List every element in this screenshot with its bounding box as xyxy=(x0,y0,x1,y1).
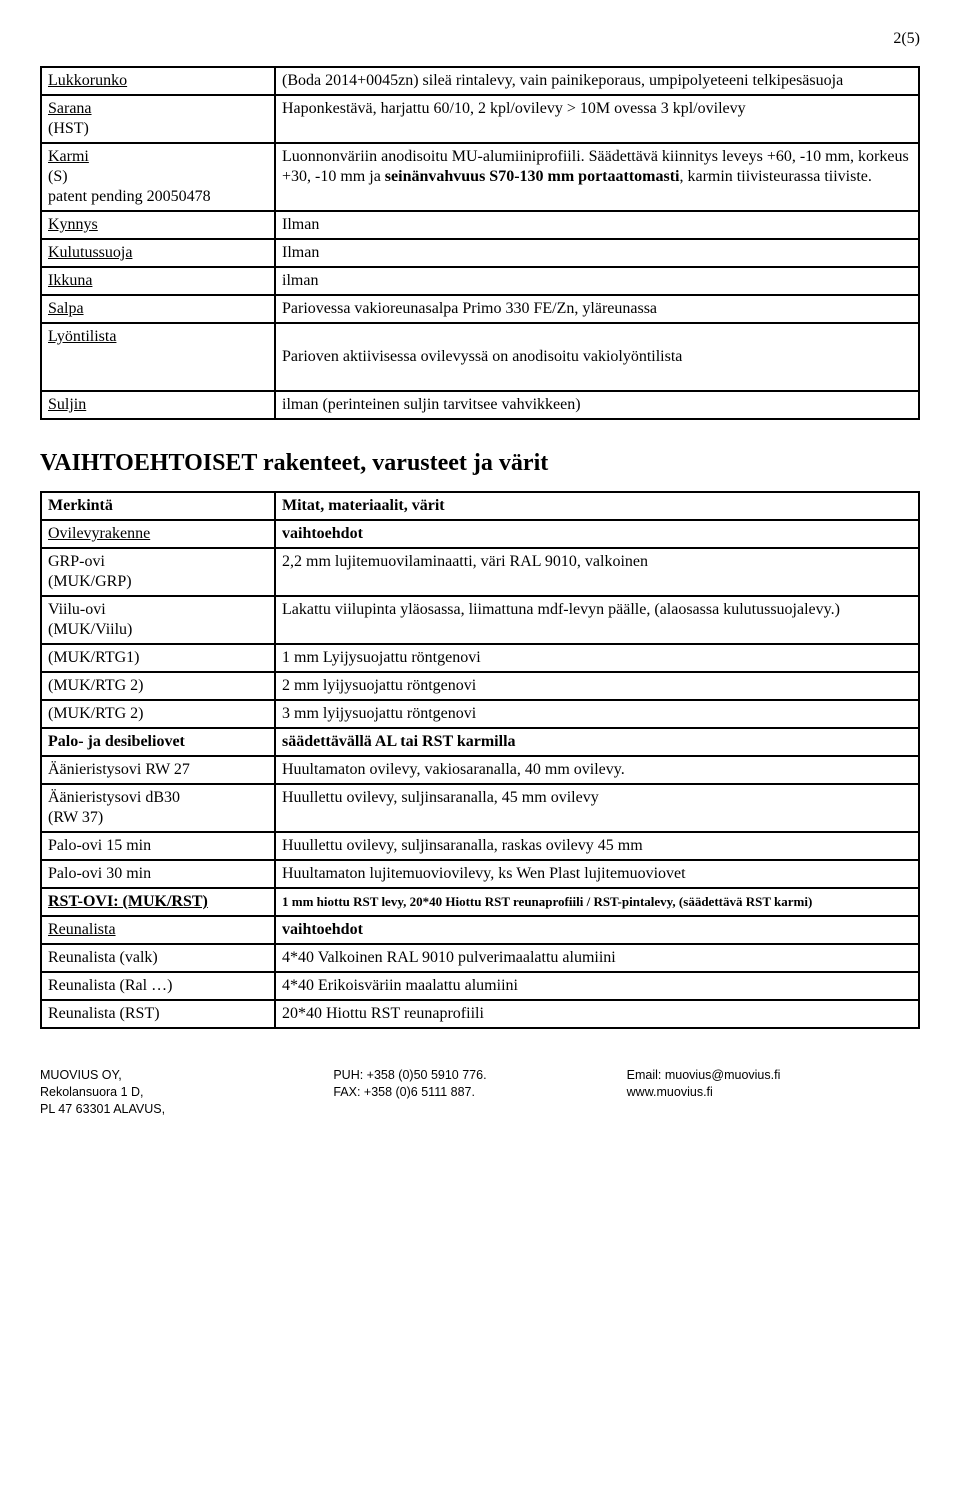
row-value: Lakattu viilupinta yläosassa, liimattuna… xyxy=(275,596,919,644)
row-label: GRP-ovi(MUK/GRP) xyxy=(41,548,275,596)
row-value: Haponkestävä, harjattu 60/10, 2 kpl/ovil… xyxy=(275,95,919,143)
row-value: Ilman xyxy=(275,239,919,267)
row-value: 4*40 Erikoisväriin maalattu alumiini xyxy=(275,972,919,1000)
row-value: Luonnonväriin anodisoitu MU-alumiiniprof… xyxy=(275,143,919,211)
table-row: (MUK/RTG1)1 mm Lyijysuojattu röntgenovi xyxy=(41,644,919,672)
row-value: Huultamaton lujitemuoviovilevy, ks Wen P… xyxy=(275,860,919,888)
table-row: Reunalista (RST)20*40 Hiottu RST reunapr… xyxy=(41,1000,919,1028)
footer-col-web: Email: muovius@muovius.fiwww.muovius.fi xyxy=(627,1067,920,1118)
row-label: Palo-ovi 30 min xyxy=(41,860,275,888)
row-value: Pariovessa vakioreunasalpa Primo 330 FE/… xyxy=(275,295,919,323)
table-row: Suljinilman (perinteinen suljin tarvitse… xyxy=(41,391,919,419)
row-label: Palo- ja desibeliovet xyxy=(41,728,275,756)
row-label: Karmi(S)patent pending 20050478 xyxy=(41,143,275,211)
row-value: 3 mm lyijysuojattu röntgenovi xyxy=(275,700,919,728)
table-row: MerkintäMitat, materiaalit, värit xyxy=(41,492,919,520)
page-number: 2(5) xyxy=(40,30,920,48)
row-label: Äänieristysovi RW 27 xyxy=(41,756,275,784)
row-value: 2 mm lyijysuojattu röntgenovi xyxy=(275,672,919,700)
row-label: Kulutussuoja xyxy=(41,239,275,267)
table-row: Palo-ovi 15 minHuullettu ovilevy, suljin… xyxy=(41,832,919,860)
table-row: Palo-ovi 30 minHuultamaton lujitemuoviov… xyxy=(41,860,919,888)
row-label: Reunalista (Ral …) xyxy=(41,972,275,1000)
row-value: (Boda 2014+0045zn) sileä rintalevy, vain… xyxy=(275,67,919,95)
row-label: Lyöntilista xyxy=(41,323,275,391)
table-row: Palo- ja desibeliovetsäädettävällä AL ta… xyxy=(41,728,919,756)
row-value: Parioven aktiivisessa ovilevyssä on anod… xyxy=(275,323,919,391)
row-label: (MUK/RTG 2) xyxy=(41,700,275,728)
table-row: Sarana(HST)Haponkestävä, harjattu 60/10,… xyxy=(41,95,919,143)
page-footer: MUOVIUS OY,Rekolansuora 1 D,PL 47 63301 … xyxy=(40,1067,920,1118)
footer-col-company: MUOVIUS OY,Rekolansuora 1 D,PL 47 63301 … xyxy=(40,1067,333,1118)
table-row: SalpaPariovessa vakioreunasalpa Primo 33… xyxy=(41,295,919,323)
row-value: 1 mm Lyijysuojattu röntgenovi xyxy=(275,644,919,672)
table-row: Reunalistavaihtoehdot xyxy=(41,916,919,944)
row-label: Suljin xyxy=(41,391,275,419)
row-label: Lukkorunko xyxy=(41,67,275,95)
row-value: ilman xyxy=(275,267,919,295)
table-row: (MUK/RTG 2)2 mm lyijysuojattu röntgenovi xyxy=(41,672,919,700)
section-heading: VAIHTOEHTOISET rakenteet, varusteet ja v… xyxy=(40,450,920,477)
row-value: säädettävällä AL tai RST karmilla xyxy=(275,728,919,756)
row-label: RST-OVI: (MUK/RST) xyxy=(41,888,275,916)
row-label: Reunalista xyxy=(41,916,275,944)
table-row: Äänieristysovi RW 27Huultamaton ovilevy,… xyxy=(41,756,919,784)
row-label: Ikkuna xyxy=(41,267,275,295)
row-label: Äänieristysovi dB30(RW 37) xyxy=(41,784,275,832)
row-label: (MUK/RTG 2) xyxy=(41,672,275,700)
row-value: 1 mm hiottu RST levy, 20*40 Hiottu RST r… xyxy=(275,888,919,916)
table-row: (MUK/RTG 2)3 mm lyijysuojattu röntgenovi xyxy=(41,700,919,728)
row-label: Sarana(HST) xyxy=(41,95,275,143)
row-value: vaihtoehdot xyxy=(275,520,919,548)
row-label: Kynnys xyxy=(41,211,275,239)
row-value: Huullettu ovilevy, suljinsaranalla, 45 m… xyxy=(275,784,919,832)
row-label: (MUK/RTG1) xyxy=(41,644,275,672)
spec-table-1: Lukkorunko(Boda 2014+0045zn) sileä rinta… xyxy=(40,66,920,420)
table-row: KynnysIlman xyxy=(41,211,919,239)
table-row: Lukkorunko(Boda 2014+0045zn) sileä rinta… xyxy=(41,67,919,95)
table-row: Reunalista (Ral …)4*40 Erikoisväriin maa… xyxy=(41,972,919,1000)
row-value: Huullettu ovilevy, suljinsaranalla, rask… xyxy=(275,832,919,860)
row-value: 4*40 Valkoinen RAL 9010 pulverimaalattu … xyxy=(275,944,919,972)
row-value: 20*40 Hiottu RST reunaprofiili xyxy=(275,1000,919,1028)
footer-col-phone: PUH: +358 (0)50 5910 776.FAX: +358 (0)6 … xyxy=(333,1067,626,1118)
table-row: Karmi(S)patent pending 20050478Luonnonvä… xyxy=(41,143,919,211)
row-value: Mitat, materiaalit, värit xyxy=(275,492,919,520)
table-row: Ovilevyrakennevaihtoehdot xyxy=(41,520,919,548)
table-row: Viilu-ovi(MUK/Viilu)Lakattu viilupinta y… xyxy=(41,596,919,644)
spec-table-2: MerkintäMitat, materiaalit, väritOvilevy… xyxy=(40,491,920,1029)
row-label: Salpa xyxy=(41,295,275,323)
table-row: LyöntilistaParioven aktiivisessa ovilevy… xyxy=(41,323,919,391)
table-row: GRP-ovi(MUK/GRP)2,2 mm lujitemuovilamina… xyxy=(41,548,919,596)
row-value: Ilman xyxy=(275,211,919,239)
row-label: Viilu-ovi(MUK/Viilu) xyxy=(41,596,275,644)
row-label: Palo-ovi 15 min xyxy=(41,832,275,860)
row-value: 2,2 mm lujitemuovilaminaatti, väri RAL 9… xyxy=(275,548,919,596)
table-row: RST-OVI: (MUK/RST)1 mm hiottu RST levy, … xyxy=(41,888,919,916)
row-value: vaihtoehdot xyxy=(275,916,919,944)
table-row: Äänieristysovi dB30(RW 37)Huullettu ovil… xyxy=(41,784,919,832)
row-label: Reunalista (RST) xyxy=(41,1000,275,1028)
row-label: Merkintä xyxy=(41,492,275,520)
row-value: Huultamaton ovilevy, vakiosaranalla, 40 … xyxy=(275,756,919,784)
table-row: Reunalista (valk)4*40 Valkoinen RAL 9010… xyxy=(41,944,919,972)
row-label: Ovilevyrakenne xyxy=(41,520,275,548)
table-row: Ikkunailman xyxy=(41,267,919,295)
row-label: Reunalista (valk) xyxy=(41,944,275,972)
table-row: KulutussuojaIlman xyxy=(41,239,919,267)
row-value: ilman (perinteinen suljin tarvitsee vahv… xyxy=(275,391,919,419)
